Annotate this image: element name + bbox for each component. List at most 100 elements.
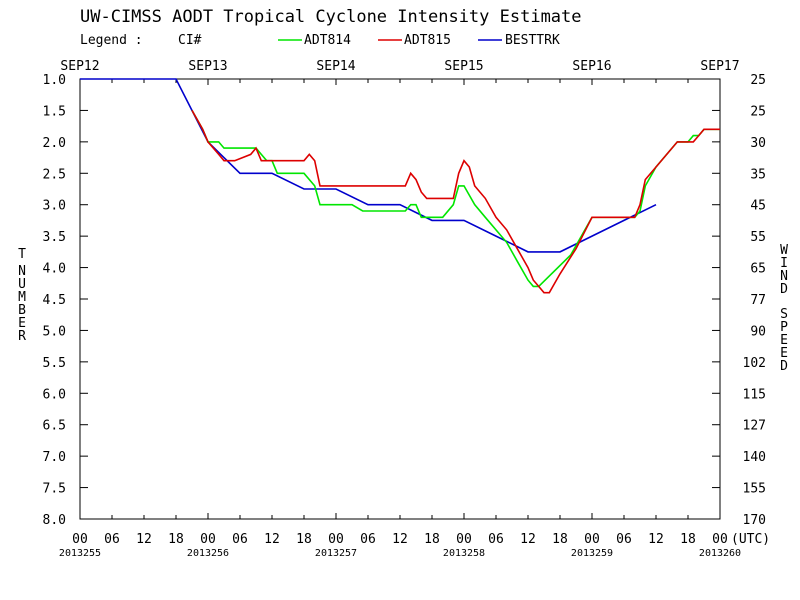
series-line-adt815	[191, 110, 720, 294]
hour-tick-labels: 00 06 12 18 00 06 12 18 00 06 12 18 00 06 12 18 00 06 12 18…	[72, 532, 728, 547]
julian-day-label: 2013255	[59, 548, 101, 559]
left-axis-label-char: R	[18, 329, 26, 344]
julian-day-label: 2013259	[571, 548, 613, 559]
hour-tick-label: 18	[296, 532, 312, 547]
right-axis-label-char: P	[780, 320, 788, 335]
right-axis-label-char: D	[780, 282, 788, 297]
left-axis-label-char: N	[18, 264, 26, 279]
hour-tick-label: 12	[520, 532, 536, 547]
wind-tick-label: 35	[750, 167, 766, 182]
wind-tick-label: 170	[743, 513, 766, 528]
hour-tick-label: 00	[72, 532, 88, 547]
right-axis-label-char: W	[780, 243, 788, 258]
series-line-besttrk	[80, 78, 657, 253]
julian-day-label: 2013256	[187, 548, 229, 559]
legend-quantity: CI#	[178, 33, 202, 48]
left-axis-label-char: T	[18, 247, 26, 262]
hour-tick-label: 18	[424, 532, 440, 547]
hour-tick-label: 12	[392, 532, 408, 547]
hour-tick-label: 00	[200, 532, 216, 547]
hour-tick-label: 12	[648, 532, 664, 547]
wind-speed-tick-labels: 25 25 30 35 45 55 65 77 90 102 115 127 140 155 170	[743, 73, 766, 528]
legend: Legend : CI# ADT814 ADT815 BESTTRK	[80, 33, 560, 48]
date-label: SEP14	[316, 59, 355, 74]
hour-tick-label: 12	[264, 532, 280, 547]
legend-label: Legend :	[80, 33, 143, 48]
hour-tick-label: 06	[616, 532, 632, 547]
right-axis-label-char: E	[780, 346, 788, 361]
wind-tick-label: 25	[750, 104, 766, 119]
y-tick-label: 6.5	[43, 419, 66, 434]
hour-tick-label: 06	[232, 532, 248, 547]
y-tick-label: 5.0	[43, 324, 66, 339]
wind-tick-label: 127	[743, 419, 766, 434]
y-tick-label: 5.5	[43, 356, 66, 371]
hour-tick-label: 06	[360, 532, 376, 547]
wind-tick-label: 65	[750, 262, 766, 277]
legend-entry-adt815: ADT815	[404, 33, 451, 48]
wind-tick-label: 140	[743, 450, 766, 465]
right-axis-label-char: D	[780, 359, 788, 374]
plot-frame	[79, 78, 721, 520]
y-tick-label: 8.0	[43, 513, 66, 528]
y-tick-label: 4.0	[43, 262, 66, 277]
hour-tick-label: 06	[488, 532, 504, 547]
left-axis-label-char: B	[18, 303, 26, 318]
y-tick-label: 1.0	[43, 73, 66, 88]
left-axis-label-char: U	[18, 277, 26, 292]
y-tick-label: 7.0	[43, 450, 66, 465]
wind-tick-label: 155	[743, 482, 766, 497]
y-tick-label: 3.0	[43, 199, 66, 214]
right-axis-label-char: S	[780, 307, 788, 322]
y-tick-label: 3.5	[43, 230, 66, 245]
wind-tick-label: 25	[750, 73, 766, 88]
y-tick-label: 2.0	[43, 136, 66, 151]
wind-tick-label: 30	[750, 136, 766, 151]
date-label: SEP17	[700, 59, 739, 74]
date-label: SEP12	[60, 59, 99, 74]
hour-tick-label: 18	[552, 532, 568, 547]
y-tick-label: 4.5	[43, 293, 66, 308]
utc-unit-label: (UTC)	[731, 532, 770, 547]
left-axis-label-char: M	[18, 290, 26, 305]
julian-day-label: 2013260	[699, 548, 741, 559]
hour-tick-label: 00	[712, 532, 728, 547]
hour-tick-label: 00	[584, 532, 600, 547]
date-label: SEP15	[444, 59, 483, 74]
hour-tick-label: 06	[104, 532, 120, 547]
hour-tick-label: 12	[136, 532, 152, 547]
hour-tick-label: 00	[328, 532, 344, 547]
left-axis-label-char: E	[18, 316, 26, 331]
hour-tick-label: 00	[456, 532, 472, 547]
date-label: SEP16	[572, 59, 611, 74]
series-lines	[80, 78, 720, 294]
right-axis-label-char: N	[780, 269, 788, 284]
wind-tick-label: 115	[743, 387, 766, 402]
y-tick-label: 6.0	[43, 387, 66, 402]
hour-tick-label: 18	[680, 532, 696, 547]
wind-tick-label: 55	[750, 230, 766, 245]
y-tick-label: 1.5	[43, 104, 66, 119]
julian-day-label: 2013257	[315, 548, 357, 559]
hour-tick-label: 18	[168, 532, 184, 547]
right-axis-label-char: E	[780, 333, 788, 348]
legend-entry-adt814: ADT814	[304, 33, 351, 48]
wind-tick-label: 77	[750, 293, 766, 308]
y-tick-label: 7.5	[43, 482, 66, 497]
t-number-tick-labels: 1.0 1.5 2.0 2.5 3.0 3.5 4.0 4.5 5.0 5.5 6.0 6.5 7.0 7…	[43, 73, 66, 528]
right-axis-label-char: I	[780, 256, 788, 271]
wind-tick-label: 45	[750, 199, 766, 214]
chart-title: UW-CIMSS AODT Tropical Cyclone Intensity…	[80, 7, 582, 27]
axis-ticks	[79, 78, 721, 520]
julian-day-labels: 2013255 2013256 2013257 2013258 2013259 20132…	[59, 548, 741, 559]
y-tick-label: 2.5	[43, 167, 66, 182]
date-label: SEP13	[188, 59, 227, 74]
date-labels: SEP12 SEP13 SEP14 SEP15 SEP16 SEP17	[60, 59, 739, 74]
wind-tick-label: 90	[750, 324, 766, 339]
julian-day-label: 2013258	[443, 548, 485, 559]
legend-entry-besttrk: BESTTRK	[505, 33, 560, 48]
wind-tick-label: 102	[743, 356, 766, 371]
